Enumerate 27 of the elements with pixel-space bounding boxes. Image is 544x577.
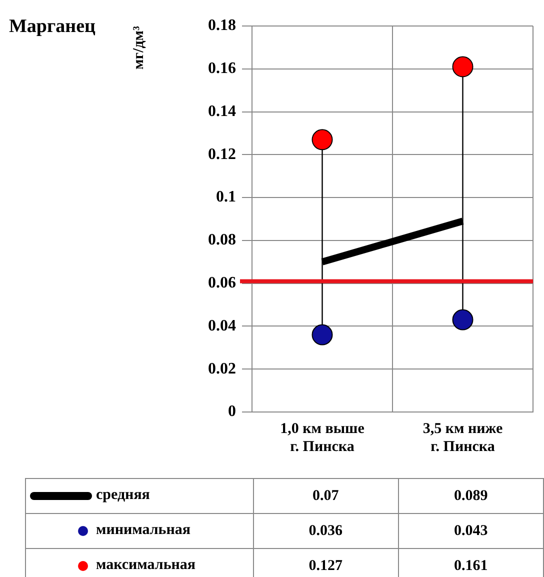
point [452,56,474,78]
y-tick-label: 0.02 [208,360,236,378]
x-tick-label: 3,5 км ниже г. Пинска [422,420,503,455]
y-tick-label: 0.08 [208,232,236,249]
point [312,129,333,150]
legend-label: минимальная [96,522,190,539]
data-label: 0.161 [398,548,544,577]
legend-label: максимальная [96,558,196,574]
data-label: 0.07 [253,478,398,514]
y-tick-label: 0.16 [208,60,236,78]
y-tick-label: 0 [228,403,236,420]
y-tick-label: 0.18 [208,17,236,34]
text: Марганец [9,16,96,38]
x-tick-label: 1,0 км выше г. Пинска [280,420,365,455]
point [452,309,474,330]
y-tick-label: 0.1 [216,188,236,206]
data-label: 0.043 [398,514,544,548]
data-label: 0.127 [253,548,398,577]
y-tick-label: 0.14 [208,102,236,120]
point [312,324,333,346]
legend-label: средняя [96,488,150,504]
data-label: 0.036 [253,514,398,548]
y-tick-label: 0.12 [208,146,236,163]
y-tick-label: 0.06 [208,274,236,292]
y-tick-label: 0.04 [208,317,236,334]
y-axis-title: мг/дм³ [130,26,147,70]
data-label: 0.089 [398,478,544,514]
